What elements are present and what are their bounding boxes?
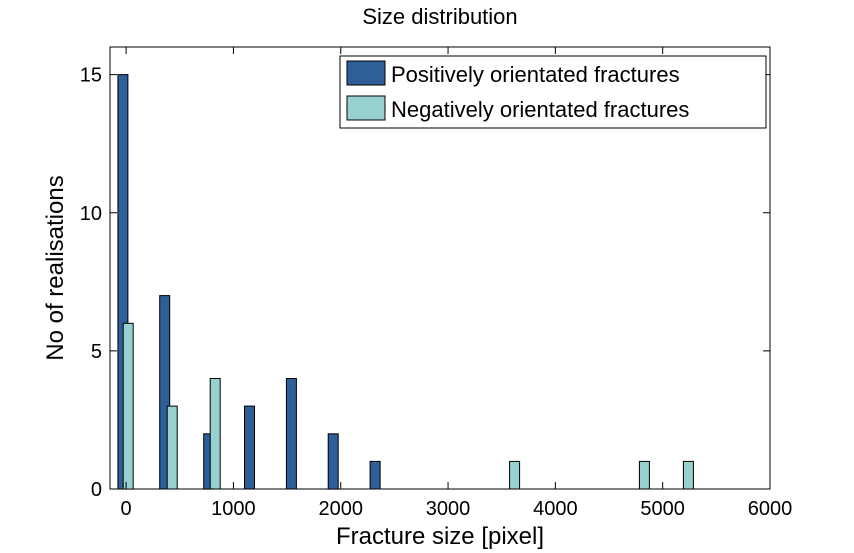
legend-swatch-0 xyxy=(346,60,386,86)
x-tick-label: 0 xyxy=(121,498,132,520)
legend-box xyxy=(339,55,767,129)
y-axis-label: No of realisations xyxy=(42,175,69,360)
x-tick-label: 2000 xyxy=(318,498,363,520)
legend-swatch-1 xyxy=(346,95,386,121)
x-tick-label: 5000 xyxy=(640,498,685,520)
x-axis-label: Fracture size [pixel] xyxy=(336,523,544,550)
legend-label-1: Negatively orientated fractures xyxy=(391,97,689,122)
y-tick-label: 10 xyxy=(80,203,102,225)
legend-label-0: Positively orientated fractures xyxy=(391,62,680,87)
axes-layer: 0 1000 2000 3000 4000 5000 6000 0 5 10 15 xyxy=(80,47,793,520)
bar-positive-6 xyxy=(369,460,381,490)
bar-negative-2 xyxy=(209,378,221,490)
y-tick-label: 0 xyxy=(91,479,102,501)
bar-negative-0 xyxy=(122,322,134,490)
bar-negative-4 xyxy=(638,460,650,490)
x-tick-label: 3000 xyxy=(426,498,471,520)
bar-positive-5 xyxy=(327,433,339,490)
bar-positive-1 xyxy=(159,295,171,490)
x-tick-label: 6000 xyxy=(748,498,793,520)
bar-positive-4 xyxy=(285,378,297,490)
bar-negative-1 xyxy=(166,405,178,490)
x-tick-label: 4000 xyxy=(533,498,578,520)
chart-title: Size distribution xyxy=(362,4,517,29)
bar-negative-5 xyxy=(682,460,694,490)
x-tick-label: 1000 xyxy=(211,498,256,520)
bar-negative-3 xyxy=(509,460,521,490)
y-tick-label: 15 xyxy=(80,65,102,87)
bars-layer xyxy=(117,74,694,490)
legend: Positively orientated fractures Negativel… xyxy=(339,55,767,129)
bar-positive-3 xyxy=(244,405,255,490)
y-tick-label: 5 xyxy=(91,341,102,363)
